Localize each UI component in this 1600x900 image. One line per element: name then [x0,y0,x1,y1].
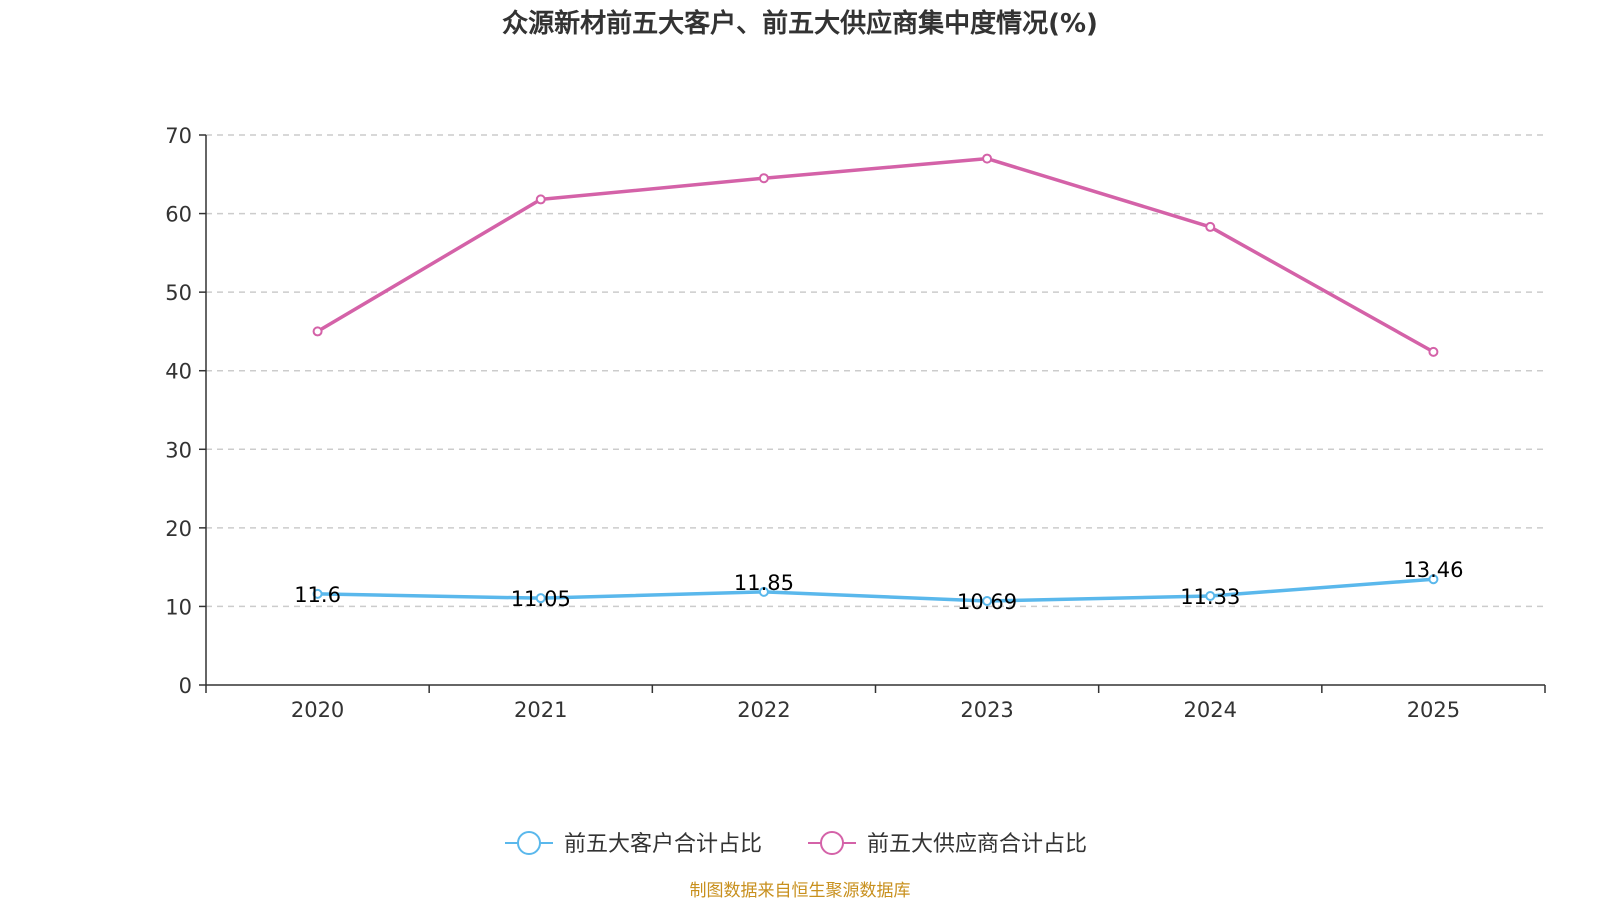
x-tick-label: 2023 [960,698,1013,722]
data-point[interactable] [535,593,546,604]
chart-title: 众源新材前五大客户、前五大供应商集中度情况(%) [502,8,1098,39]
legend-item-2[interactable]: 前五大供应商合计占比 [808,831,1087,857]
y-tick-label: 70 [165,124,192,148]
data-point[interactable] [982,596,993,607]
series-line-2 [316,156,1435,354]
legend[interactable]: 前五大客户合计占比 前五大供应商合计占比 [505,831,1087,857]
legend-label: 前五大客户合计占比 [564,832,762,857]
legend-marker [820,831,844,855]
y-tick-label: 60 [165,203,192,227]
data-point[interactable] [312,588,323,599]
axes: 0 10 20 30 40 50 60 70 2020 2021 2022 2023 2024 2025 [165,124,1546,722]
data-point[interactable] [758,173,769,184]
series [312,153,1439,607]
x-tick-label: 2022 [737,698,790,722]
data-label: 11.6 [294,583,341,607]
y-tick-label: 50 [165,281,192,305]
x-tick-label: 2021 [514,698,567,722]
legend-marker [517,831,541,855]
data-label: 11.33 [1180,585,1240,609]
grid [206,134,1545,608]
y-tick-label: 30 [165,438,192,462]
data-point[interactable] [535,194,546,205]
data-label: 10.69 [957,590,1017,614]
y-tick-label: 20 [165,517,192,541]
data-label: 11.05 [511,587,571,611]
legend-label: 前五大供应商合计占比 [867,832,1087,857]
data-point[interactable] [1205,590,1216,601]
data-label: 13.46 [1403,558,1463,582]
legend-item-1[interactable]: 前五大客户合计占比 [505,831,762,857]
series-line-1 [317,577,1434,603]
y-tick-label: 0 [179,674,192,698]
data-point[interactable] [758,586,769,597]
x-tick-label: 2025 [1407,698,1460,722]
data-point[interactable] [1428,574,1439,585]
y-tick-label: 40 [165,360,192,384]
data-point[interactable] [312,326,323,337]
data-point[interactable] [982,153,993,164]
data-label: 11.85 [734,571,794,595]
source-note: 制图数据来自恒生聚源数据库 [690,881,911,900]
x-tick-label: 2020 [291,698,344,722]
data-point[interactable] [1428,346,1439,357]
data-labels: 11.6 11.05 11.85 10.69 11.33 13.46 [294,558,1463,614]
x-tick-label: 2024 [1184,698,1237,722]
y-tick-label: 10 [165,595,192,619]
data-point[interactable] [1205,221,1216,232]
